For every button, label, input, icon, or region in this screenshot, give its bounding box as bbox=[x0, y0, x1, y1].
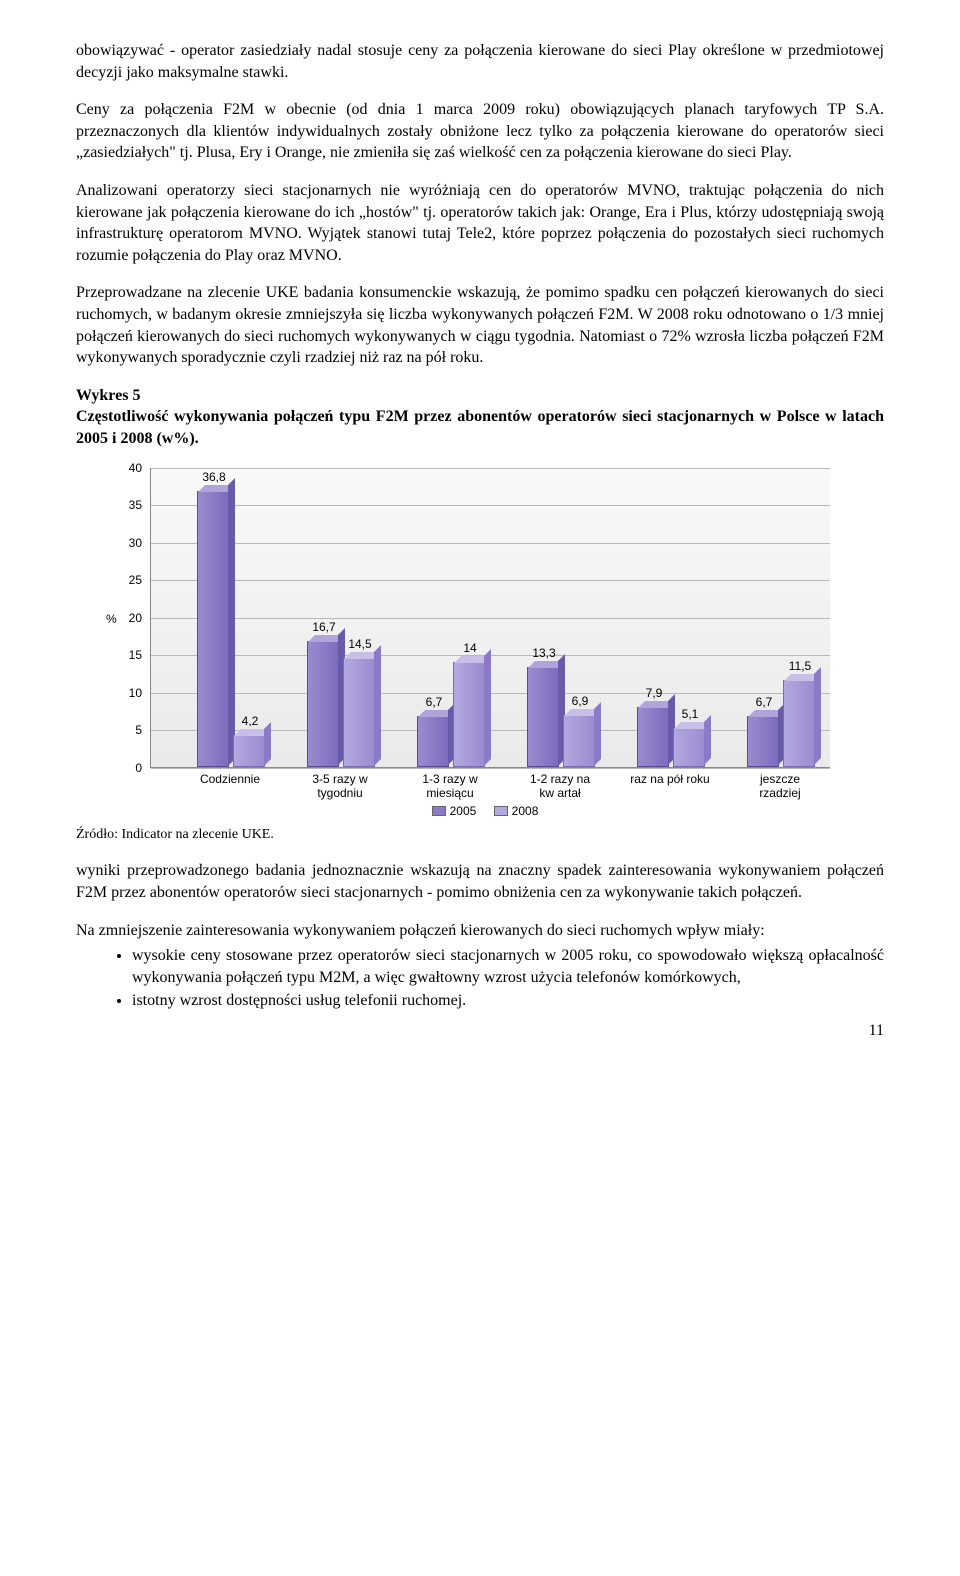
paragraph: Na zmniejszenie zainteresowania wykonywa… bbox=[76, 920, 884, 942]
bar-value-label: 11,5 bbox=[780, 659, 820, 673]
bar: 6,7 bbox=[747, 716, 779, 766]
bar: 36,8 bbox=[197, 491, 229, 767]
paragraph: Przeprowadzane na zlecenie UKE badania k… bbox=[76, 282, 884, 368]
bar-value-label: 5,1 bbox=[670, 707, 710, 721]
bar: 16,7 bbox=[307, 641, 339, 766]
bar: 6,7 bbox=[417, 716, 449, 766]
chart-source: Źródło: Indicator na zlecenie UKE. bbox=[76, 826, 884, 845]
y-tick: 20 bbox=[98, 611, 142, 625]
bar: 13,3 bbox=[527, 667, 559, 767]
paragraph: obowiązywać - operator zasiedziały nadal… bbox=[76, 40, 884, 83]
x-category-label: jeszczerzadziej bbox=[730, 772, 830, 801]
bar: 7,9 bbox=[637, 707, 669, 766]
list-item: istotny wzrost dostępności usług telefon… bbox=[132, 990, 884, 1012]
bar: 5,1 bbox=[673, 728, 705, 766]
x-category-label: 1-2 razy nakw artał bbox=[510, 772, 610, 801]
paragraph: Ceny za połączenia F2M w obecnie (od dni… bbox=[76, 99, 884, 164]
paragraph: wyniki przeprowadzonego badania jednozna… bbox=[76, 860, 884, 903]
y-tick: 30 bbox=[98, 536, 142, 550]
x-category-label: raz na pół roku bbox=[620, 772, 720, 786]
bar-value-label: 16,7 bbox=[304, 620, 344, 634]
y-tick: 40 bbox=[98, 461, 142, 475]
x-category-label: 3-5 razy wtygodniu bbox=[290, 772, 390, 801]
bar-value-label: 6,7 bbox=[744, 695, 784, 709]
y-tick: 15 bbox=[98, 648, 142, 662]
bar-value-label: 36,8 bbox=[194, 470, 234, 484]
bullet-list: wysokie ceny stosowane przez operatorów … bbox=[76, 945, 884, 1012]
bar: 14 bbox=[453, 662, 485, 767]
chart-legend: 2005 2008 bbox=[98, 804, 858, 818]
bar-value-label: 4,2 bbox=[230, 714, 270, 728]
chart-heading: Wykres 5 Częstotliwość wykonywania połąc… bbox=[76, 385, 884, 450]
bar: 6,9 bbox=[563, 715, 595, 767]
list-item: wysokie ceny stosowane przez operatorów … bbox=[132, 945, 884, 988]
bar: 11,5 bbox=[783, 680, 815, 766]
f2m-frequency-chart: 36,84,216,714,56,71413,36,97,95,16,711,5… bbox=[98, 460, 858, 820]
y-tick: 35 bbox=[98, 498, 142, 512]
y-tick: 0 bbox=[98, 761, 142, 775]
bar: 4,2 bbox=[233, 735, 265, 767]
page-number: 11 bbox=[76, 1020, 884, 1042]
x-category-label: 1-3 razy wmiesiącu bbox=[400, 772, 500, 801]
bar-value-label: 6,7 bbox=[414, 695, 454, 709]
bar-value-label: 14,5 bbox=[340, 637, 380, 651]
y-tick: 5 bbox=[98, 723, 142, 737]
x-category-label: Codziennie bbox=[180, 772, 280, 786]
y-tick: 25 bbox=[98, 573, 142, 587]
y-tick: 10 bbox=[98, 686, 142, 700]
bar-value-label: 7,9 bbox=[634, 686, 674, 700]
bar: 14,5 bbox=[343, 658, 375, 767]
bar-value-label: 14 bbox=[450, 641, 490, 655]
paragraph: Analizowani operatorzy sieci stacjonarny… bbox=[76, 180, 884, 266]
bar-value-label: 6,9 bbox=[560, 694, 600, 708]
bar-value-label: 13,3 bbox=[524, 646, 564, 660]
